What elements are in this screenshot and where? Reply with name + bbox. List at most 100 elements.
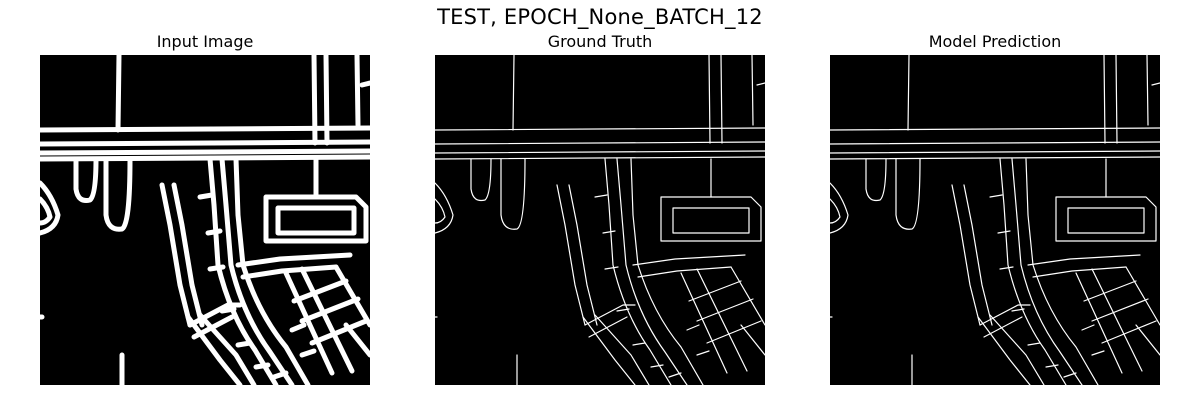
model-prediction-tick-4	[1011, 308, 1025, 312]
ground-truth-side-road-1	[556, 184, 586, 326]
ground-truth-vertical-line-4	[751, 55, 754, 126]
model-prediction-block-1	[1075, 272, 1123, 374]
ground-truth-left-edge-road	[582, 316, 636, 385]
ground-truth-branch-road-2	[637, 266, 732, 278]
ground-truth-block-6	[730, 266, 765, 326]
ground-truth-small-mark-1	[756, 82, 765, 86]
ground-truth-tick-3	[604, 266, 619, 270]
model-prediction-tick-1	[989, 194, 1003, 198]
model-prediction-tick-3	[999, 266, 1014, 270]
model-prediction-vertical-line-1	[907, 55, 910, 131]
input-image-main-road-2	[219, 156, 295, 385]
input-image-linework	[40, 55, 370, 385]
model-prediction-road-left-2	[830, 198, 841, 224]
input-image-road-left-2	[40, 196, 53, 226]
input-image-building	[263, 194, 369, 244]
ground-truth-block-1	[680, 272, 728, 374]
ground-truth-linework	[435, 55, 765, 385]
ground-truth-side-road-2	[568, 184, 598, 326]
model-prediction-tick-2	[997, 230, 1011, 234]
input-image-block-1	[283, 270, 335, 376]
input-image-tick-4	[219, 306, 237, 314]
ground-truth-image	[435, 55, 765, 385]
ground-truth-tick-9	[668, 372, 682, 378]
model-prediction-main-road-1	[999, 158, 1067, 385]
model-prediction-vertical-line-2	[1103, 55, 1106, 144]
input-image-side-road-2	[171, 182, 205, 328]
model-prediction-branch-road-2	[1032, 266, 1127, 278]
input-image-tick-3	[207, 264, 226, 272]
ground-truth-top-road-line-3	[435, 150, 765, 154]
input-image-small-mark-1	[359, 80, 370, 88]
model-prediction-title: Model Prediction	[928, 32, 1062, 51]
ground-truth-tick-8	[696, 350, 710, 356]
input-image-tick-7	[289, 322, 307, 333]
ground-truth-main-road-1	[604, 158, 672, 385]
ground-truth-vertical-line-1	[512, 55, 515, 131]
input-image-left-edge-road-2	[197, 312, 257, 385]
input-image-loop-2	[103, 156, 133, 232]
model-prediction-building	[1055, 196, 1157, 242]
input-image-tick-6	[253, 362, 271, 370]
input-image-top-road-line-4	[40, 154, 370, 162]
input-image-vertical-line-3	[323, 55, 330, 146]
ground-truth-main-road-2	[616, 158, 688, 385]
model-prediction-road-left-1	[830, 182, 849, 234]
model-prediction-main-road-3	[1025, 158, 1099, 385]
input-image-branch-road-1	[235, 252, 353, 268]
input-image-block-2	[299, 266, 355, 374]
input-image-top-road-line-2	[40, 139, 370, 147]
input-image-block-6	[333, 264, 370, 328]
ground-truth-vertical-line-2	[708, 55, 711, 144]
model-prediction-side-road-1	[951, 184, 981, 326]
input-image	[40, 55, 370, 385]
ground-truth-left-edge-road-2	[594, 314, 650, 385]
ground-truth-tick-2	[602, 230, 616, 234]
model-prediction-top-road-line-3	[830, 150, 1160, 154]
input-image-tick-9	[271, 370, 289, 380]
ground-truth-tick-1	[594, 194, 608, 198]
model-prediction-tick-7	[1081, 324, 1095, 331]
input-image-tick-1	[197, 192, 215, 200]
input-image-block-5	[309, 318, 369, 346]
input-image-tick-8	[299, 348, 317, 358]
input-image-tick-2	[205, 228, 223, 236]
model-prediction-vertical-line-3	[1115, 55, 1118, 144]
ground-truth-building	[660, 196, 762, 242]
model-prediction-tick-6	[1045, 364, 1059, 368]
input-image-side-road-1	[159, 182, 193, 328]
model-prediction-side-road-2	[963, 184, 993, 326]
ground-truth-tick-4	[616, 308, 630, 312]
model-prediction-block-3	[1083, 280, 1137, 302]
ground-truth-road-left-1	[435, 182, 454, 234]
model-prediction-top-road-line-4	[830, 156, 1160, 160]
input-image-top-road-line-3	[40, 148, 370, 156]
input-image-left-edge-road	[185, 314, 243, 385]
model-prediction-loop-2	[895, 158, 921, 230]
input-image-road-left-1	[40, 180, 61, 236]
ground-truth-loop-1	[470, 158, 492, 202]
model-prediction-left-edge-road-2	[989, 314, 1045, 385]
model-prediction-main-road-2	[1011, 158, 1083, 385]
ground-truth-loop-2	[500, 158, 526, 230]
ground-truth-background	[435, 55, 765, 385]
model-prediction-tick-8	[1091, 350, 1105, 356]
ground-truth-block-3	[688, 280, 742, 302]
ground-truth-building-inner	[672, 207, 750, 234]
ground-truth-road-left-2	[435, 198, 446, 224]
input-image-top-road-line-1	[40, 125, 370, 133]
model-prediction-tick-5	[1027, 342, 1041, 346]
input-image-block-3	[291, 278, 349, 304]
input-image-vertical-line-4	[354, 55, 361, 128]
input-image-vertical-line-1	[115, 55, 122, 133]
model-prediction-block-4	[1091, 298, 1149, 322]
ground-truth-panel: Ground Truth	[435, 31, 765, 385]
model-prediction-panel: Model Prediction	[830, 31, 1160, 385]
model-prediction-block-7	[1135, 324, 1160, 356]
ground-truth-main-road-3	[630, 158, 704, 385]
input-image-block-4	[299, 296, 361, 324]
model-prediction-linework	[830, 55, 1160, 385]
model-prediction-tick-9	[1063, 372, 1077, 378]
model-prediction-branch-road-1	[1027, 254, 1141, 266]
ground-truth-vertical-line-3	[720, 55, 723, 144]
